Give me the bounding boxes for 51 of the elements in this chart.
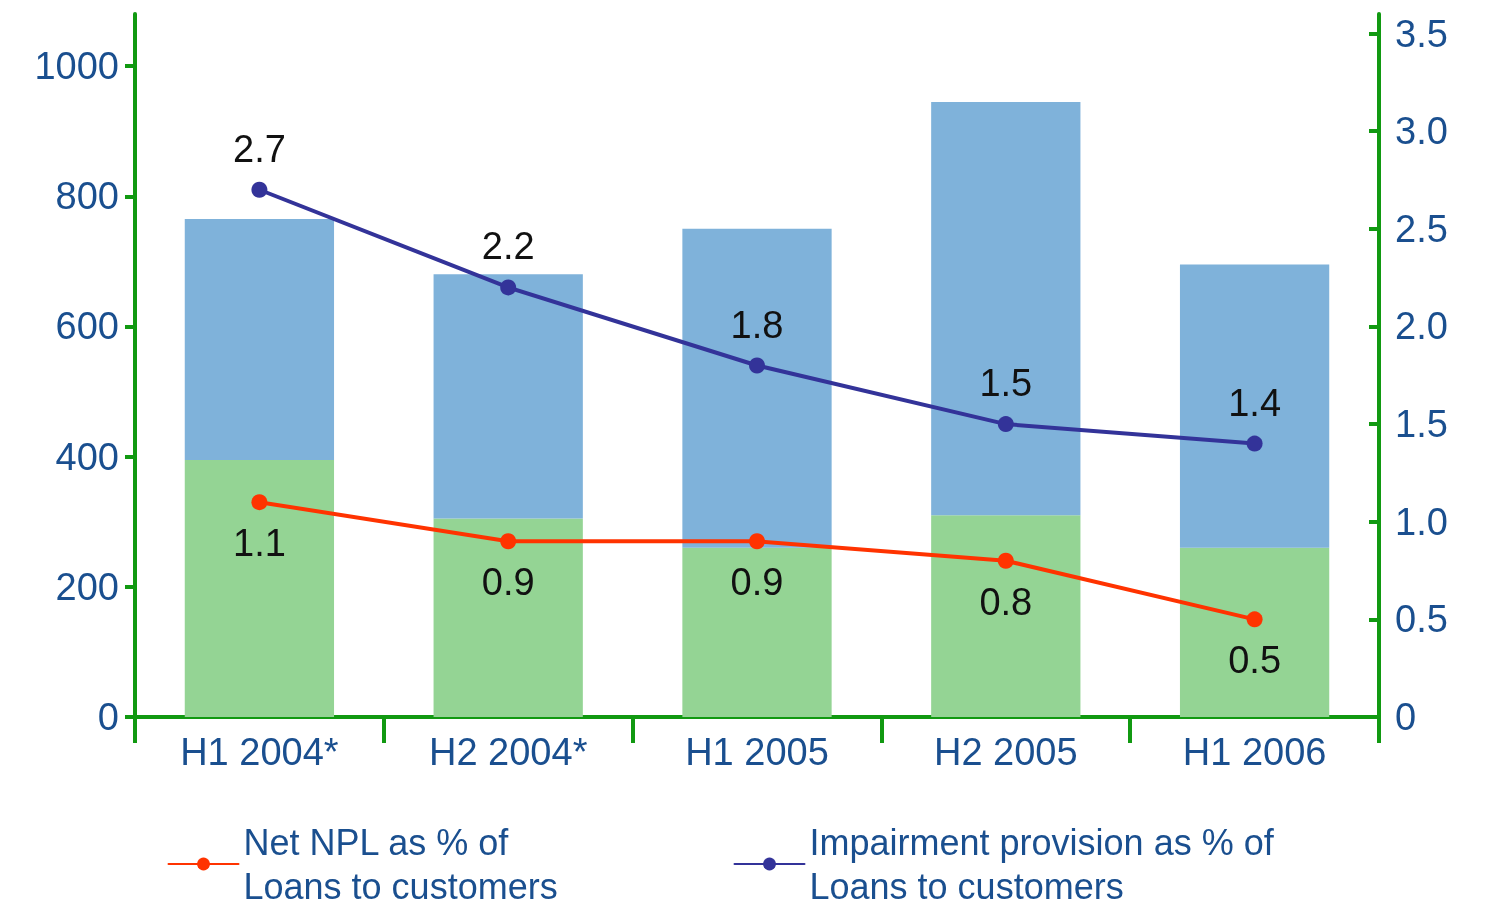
x-tick-label: H1 2006 <box>1182 731 1327 773</box>
point <box>997 552 1014 569</box>
bar <box>433 274 583 519</box>
x-tick-label: H2 2005 <box>933 731 1078 773</box>
y2-tick-label: 2.5 <box>1395 207 1448 250</box>
data-label: 2.2 <box>481 225 535 268</box>
bar <box>1179 264 1330 548</box>
y-tick-label: 600 <box>55 305 119 348</box>
y2-tick-label: 2.0 <box>1395 305 1448 348</box>
y-tick-label: 200 <box>55 565 119 608</box>
x-tick-label: H1 2004* <box>180 731 339 773</box>
y2-tick-label: 3.5 <box>1395 12 1448 55</box>
data-label: 1.4 <box>1228 381 1282 424</box>
y2-tick-label: 3.0 <box>1395 110 1448 153</box>
point <box>500 533 517 550</box>
y2-tick-label: 0 <box>1395 696 1417 738</box>
point <box>997 416 1014 433</box>
point <box>1246 435 1263 452</box>
bar <box>931 515 1081 717</box>
point <box>1246 611 1263 628</box>
data-label: 1.1 <box>232 522 286 565</box>
y-tick-label: 0 <box>97 696 119 738</box>
point <box>749 533 765 550</box>
data-label: 0.9 <box>481 561 535 604</box>
bar <box>184 219 335 460</box>
point <box>749 357 765 374</box>
y-tick-label: 1000 <box>34 45 119 88</box>
bar <box>433 518 583 717</box>
y2-tick-label: 1.0 <box>1395 500 1448 543</box>
point <box>251 494 268 511</box>
data-label: 0.5 <box>1228 639 1282 682</box>
x-tick-label: H1 2005 <box>685 731 829 773</box>
bar <box>184 459 335 717</box>
legend-label: Impairment provision as % of Loans to customers <box>809 821 1284 907</box>
bar <box>1179 547 1330 717</box>
legend-label: Net NPL as % of Loans to customers <box>243 821 558 907</box>
bar <box>931 101 1081 516</box>
data-label: 2.7 <box>232 127 286 170</box>
y2-tick-label: 0.5 <box>1395 598 1448 641</box>
bar <box>682 547 832 717</box>
data-label: 1.5 <box>979 362 1033 405</box>
data-label: 1.8 <box>730 303 784 346</box>
point <box>251 181 268 198</box>
y-tick-label: 400 <box>55 435 119 478</box>
data-label: 0.8 <box>979 580 1033 623</box>
point <box>500 279 517 296</box>
x-tick-label: H2 2004* <box>428 731 588 773</box>
y2-tick-label: 1.5 <box>1395 403 1448 446</box>
bar <box>682 228 832 548</box>
y-tick-label: 800 <box>55 175 119 218</box>
data-label: 0.9 <box>730 561 784 604</box>
